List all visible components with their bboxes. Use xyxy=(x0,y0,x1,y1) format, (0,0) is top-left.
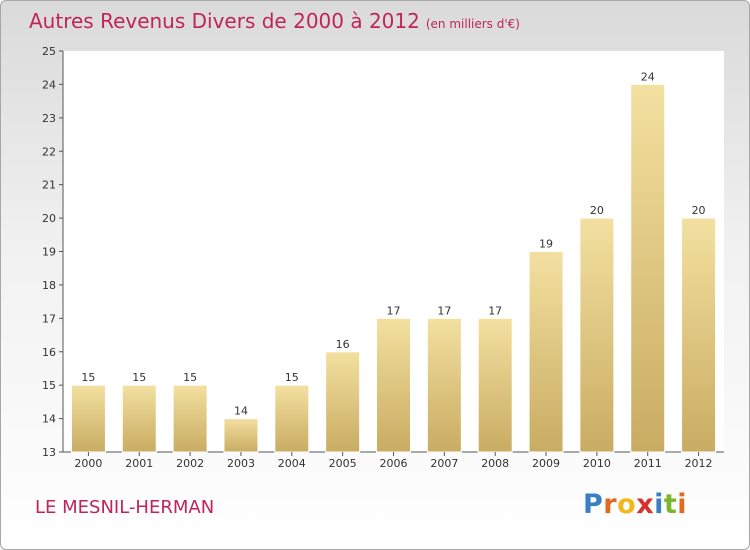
bar-value-label: 15 xyxy=(81,371,95,384)
logo-letter: t xyxy=(663,489,678,520)
y-tick-label: 19 xyxy=(42,246,56,259)
logo-letter: x xyxy=(636,489,655,520)
x-tick-label: 2010 xyxy=(583,457,611,470)
y-tick-label: 21 xyxy=(42,179,56,192)
bar-value-label: 17 xyxy=(488,304,502,317)
x-tick-label: 2012 xyxy=(685,457,713,470)
x-tick-label: 2001 xyxy=(125,457,153,470)
x-tick-label: 2006 xyxy=(380,457,408,470)
logo-letter: o xyxy=(617,489,637,520)
x-tick-label: 2008 xyxy=(481,457,509,470)
y-tick-label: 17 xyxy=(42,312,56,325)
y-tick-label: 20 xyxy=(42,212,56,225)
y-tick-label: 16 xyxy=(42,346,56,359)
x-tick-label: 2011 xyxy=(634,457,662,470)
y-tick-label: 18 xyxy=(42,279,56,292)
bar xyxy=(630,83,666,453)
bar-value-label: 14 xyxy=(234,405,248,418)
proxiti-logo: Proxiti xyxy=(583,489,687,520)
bar-value-label: 24 xyxy=(641,70,655,83)
logo-letter: i xyxy=(654,489,664,520)
bar xyxy=(376,317,411,453)
y-tick-label: 24 xyxy=(42,78,56,91)
x-tick-label: 2004 xyxy=(278,457,306,470)
y-tick-label: 13 xyxy=(42,446,56,459)
bar-value-label: 19 xyxy=(539,238,553,251)
bar xyxy=(579,217,615,453)
bar-value-label: 15 xyxy=(183,371,197,384)
y-tick-label: 25 xyxy=(42,45,56,58)
bar xyxy=(325,351,361,453)
bar-value-label: 17 xyxy=(387,304,401,317)
y-tick-label: 23 xyxy=(42,112,56,125)
bar-value-label: 15 xyxy=(132,371,146,384)
logo-letter: i xyxy=(677,489,688,520)
bar-value-label: 20 xyxy=(692,204,706,217)
logo-letter: P xyxy=(583,489,604,520)
x-tick-label: 2003 xyxy=(227,457,255,470)
bar xyxy=(70,384,106,453)
x-tick-label: 2000 xyxy=(74,457,102,470)
bar xyxy=(223,418,259,453)
y-tick-label: 15 xyxy=(42,379,56,392)
bar-value-label: 17 xyxy=(437,304,451,317)
commune-name: LE MESNIL-HERMAN xyxy=(35,497,215,518)
bar-value-label: 20 xyxy=(590,204,604,217)
bar xyxy=(528,251,564,453)
x-tick-label: 2007 xyxy=(430,457,458,470)
bar xyxy=(274,384,310,453)
x-tick-label: 2009 xyxy=(532,457,560,470)
bar xyxy=(681,217,717,453)
x-tick-label: 2002 xyxy=(176,457,204,470)
y-tick-label: 22 xyxy=(42,145,56,158)
y-tick-label: 14 xyxy=(42,413,56,426)
bar xyxy=(477,317,513,453)
bar-value-label: 16 xyxy=(336,338,350,351)
chart-title: Autres Revenus Divers de 2000 à 2012 (en … xyxy=(29,9,520,33)
logo-letter: r xyxy=(603,489,618,520)
bar xyxy=(121,384,157,453)
bar xyxy=(426,317,462,453)
bar-value-label: 15 xyxy=(285,371,299,384)
chart-unit-note: (en milliers d'€) xyxy=(425,17,520,31)
x-tick-label: 2005 xyxy=(329,457,357,470)
bar xyxy=(172,384,208,453)
chart-title-text: Autres Revenus Divers de 2000 à 2012 xyxy=(29,9,420,33)
